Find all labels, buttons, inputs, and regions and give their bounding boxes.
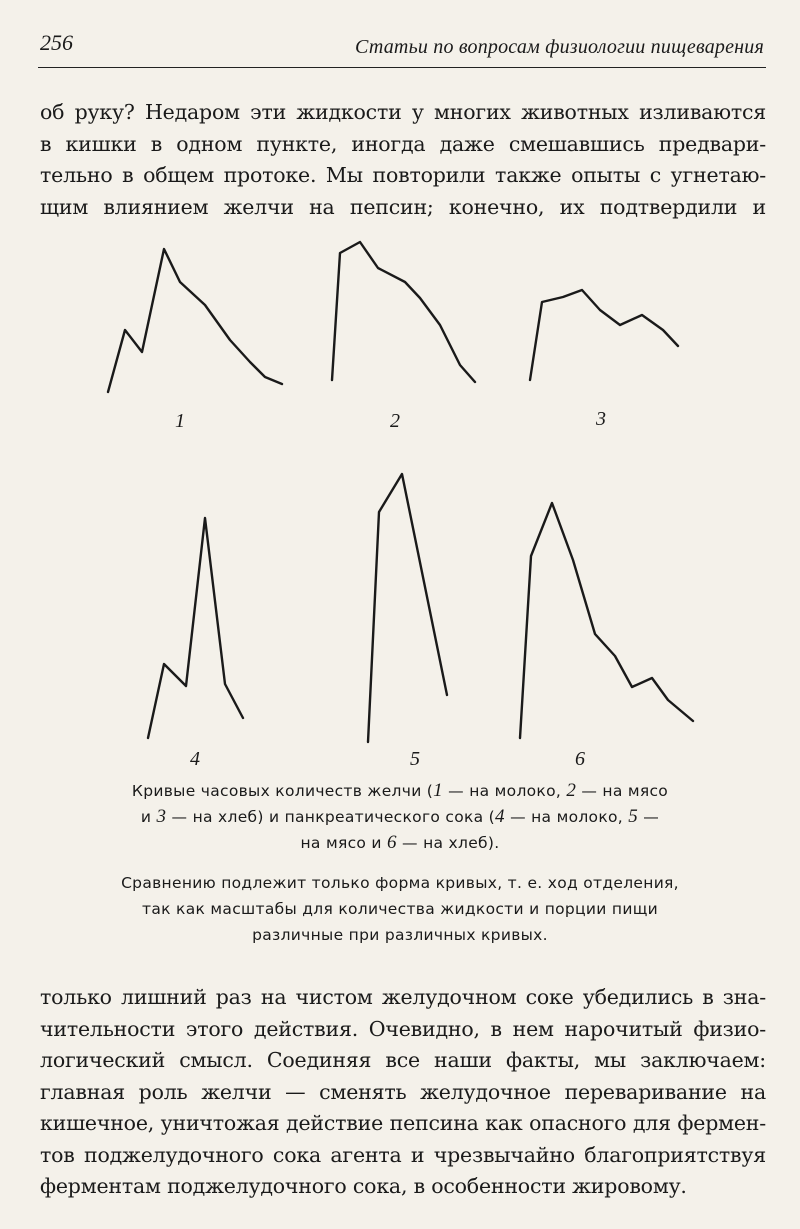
note-line: различные при различных кривых.	[252, 926, 548, 944]
curve-4-pancreatic-milk	[146, 516, 245, 740]
curve-label-6: 6	[575, 748, 585, 770]
text-line: тов поджелудочного сока агента и чрезвыч…	[40, 1142, 766, 1167]
body-text-top: об руку? Недаром эти жидкости у многих ж…	[40, 97, 766, 223]
caption-line: Кривые часовых количеств желчи (1 — на м…	[131, 780, 669, 801]
text-line: чительности этого действия. Очевидно, в …	[40, 1016, 766, 1041]
caption-line: и 3 — на хлеб) и панкреатического сока (…	[140, 806, 660, 827]
running-title: Статьи по вопросам физиологии пищеварени…	[355, 36, 764, 58]
text-line: об руку? Недаром эти жидкости у многих ж…	[40, 100, 766, 124]
curve-3-bile-bread	[528, 288, 680, 382]
text-line: кишечное, уничтожая действие пепсина как…	[40, 1111, 766, 1135]
curve-label-2: 2	[390, 410, 400, 432]
text-line: в кишки в одном пункте, иногда даже смеш…	[40, 131, 766, 156]
figure-caption: Кривые часовых количеств желчи (1 — на м…	[80, 778, 720, 856]
text-line: главная роль желчи — сменять желудочное …	[40, 1079, 766, 1104]
curve-5-pancreatic-meat	[366, 472, 449, 744]
caption-line: на мясо и 6 — на хлеб).	[300, 832, 500, 853]
note-line: Сравнению подлежит только форма кривых, …	[121, 874, 679, 892]
curve-label-4: 4	[190, 748, 200, 770]
curve-label-1: 1	[175, 410, 185, 432]
page-number: 256	[40, 30, 73, 55]
curve-label-5: 5	[410, 748, 420, 770]
note-line: так как масштабы для количества жидкости…	[142, 900, 658, 918]
header-rule	[38, 67, 766, 68]
text-line: щим влиянием желчи на пепсин; конечно, и…	[40, 194, 766, 219]
body-text-bottom: только лишний раз на чистом желудочном с…	[40, 982, 766, 1203]
text-line: логический смысл. Соединяя все наши факт…	[40, 1048, 766, 1072]
curve-2-bile-meat	[330, 240, 477, 384]
curve-1-bile-milk	[106, 247, 284, 394]
curve-label-3: 3	[595, 408, 606, 430]
text-line: только лишний раз на чистом желудочном с…	[40, 985, 766, 1009]
text-line: ферментам поджелудочного сока, в особенн…	[40, 1174, 687, 1198]
text-line: тельно в общем протоке. Мы повторили так…	[40, 163, 766, 187]
figure-note: Сравнению подлежит только форма кривых, …	[80, 870, 720, 948]
curve-6-pancreatic-bread	[518, 501, 695, 740]
